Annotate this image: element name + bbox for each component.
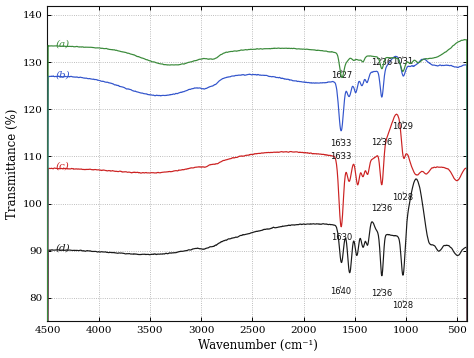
X-axis label: Wavenumber (cm⁻¹): Wavenumber (cm⁻¹) [198, 339, 318, 352]
Text: 1627: 1627 [331, 70, 352, 80]
Y-axis label: Transmittance (%): Transmittance (%) [6, 108, 18, 219]
Text: 1236: 1236 [371, 57, 392, 67]
Text: 1031: 1031 [392, 57, 413, 66]
Text: 1028: 1028 [392, 192, 414, 202]
Text: 1028: 1028 [392, 300, 414, 310]
Text: 1640: 1640 [330, 286, 351, 296]
Text: (a): (a) [55, 40, 70, 49]
Text: 1633: 1633 [330, 139, 352, 148]
Text: 1630: 1630 [331, 233, 352, 242]
Text: (b): (b) [55, 71, 70, 79]
Text: 1633: 1633 [330, 152, 352, 161]
Text: 1029: 1029 [392, 121, 413, 131]
Text: (c): (c) [55, 161, 69, 170]
Text: (d): (d) [55, 244, 70, 253]
Text: 1236: 1236 [371, 137, 392, 147]
Text: 1236: 1236 [371, 289, 392, 298]
Text: 1236: 1236 [371, 204, 392, 213]
